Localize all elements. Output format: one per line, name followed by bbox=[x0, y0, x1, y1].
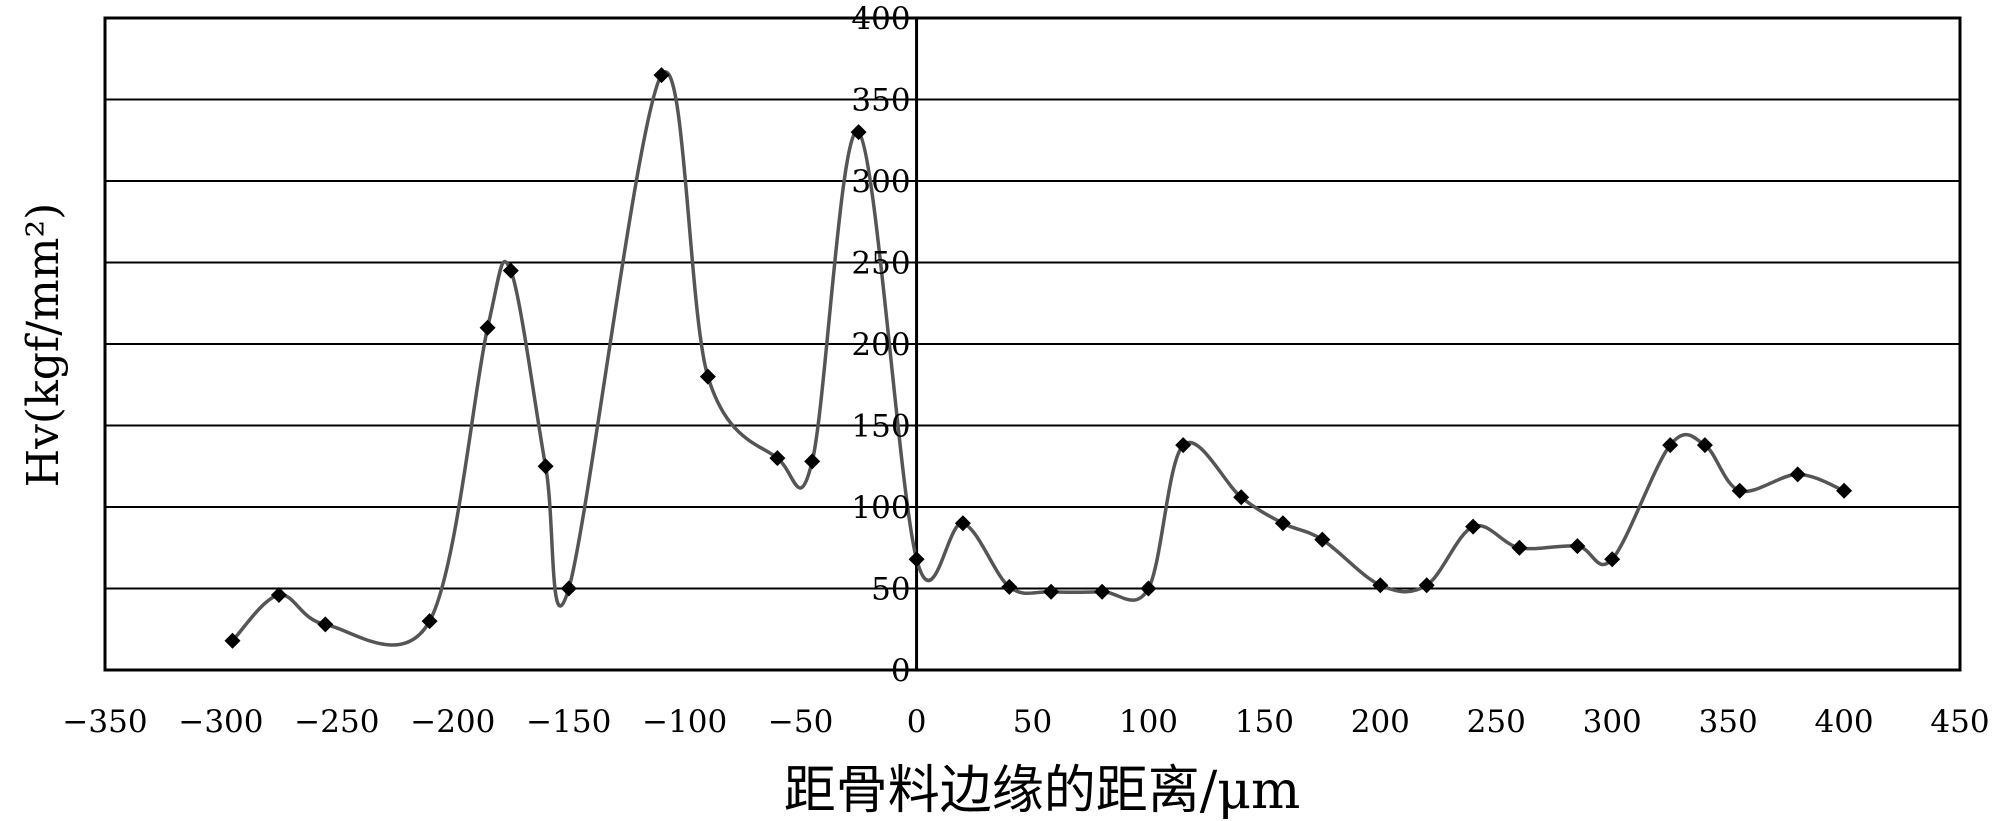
data-point-22 bbox=[1314, 531, 1331, 548]
x-tick-label-350: 350 bbox=[1699, 704, 1758, 740]
data-point-17 bbox=[1094, 583, 1111, 600]
data-point-26 bbox=[1511, 539, 1528, 556]
x-tick-label-neg50: −50 bbox=[768, 704, 833, 740]
data-point-2 bbox=[317, 616, 334, 633]
x-tick-label-neg100: −100 bbox=[642, 704, 727, 740]
data-point-8 bbox=[653, 67, 670, 84]
x-axis-title: 距骨料边缘的距离/μm bbox=[784, 761, 1301, 821]
data-point-27 bbox=[1569, 538, 1586, 555]
data-point-12 bbox=[850, 124, 867, 141]
x-tick-label-neg250: −250 bbox=[294, 704, 379, 740]
data-point-23 bbox=[1372, 577, 1389, 594]
x-tick-label-200: 200 bbox=[1351, 704, 1410, 740]
x-tick-label-neg200: −200 bbox=[410, 704, 495, 740]
x-tick-label-neg350: −350 bbox=[62, 704, 147, 740]
data-point-5 bbox=[502, 262, 519, 279]
data-point-18 bbox=[1140, 580, 1157, 597]
x-tick-labels: −350 −300 −250 −200 −150 −100 −50 0 50 100 150 200 2… bbox=[62, 704, 1989, 740]
y-tick-label-350: 350 bbox=[851, 83, 910, 119]
y-axis-title: Hv(kgf/mm²) bbox=[18, 203, 69, 488]
y-tick-label-200: 200 bbox=[851, 327, 910, 363]
x-tick-label-0: 0 bbox=[907, 704, 927, 740]
grid-lines bbox=[105, 98, 1960, 590]
y-tick-labels: 0 50 100 150 200 250 300 350 400 bbox=[851, 1, 910, 689]
data-point-11 bbox=[804, 453, 821, 470]
data-point-1 bbox=[270, 587, 287, 603]
y-tick-label-0: 0 bbox=[891, 653, 911, 689]
y-tick-label-300: 300 bbox=[851, 164, 910, 200]
data-point-21 bbox=[1274, 515, 1291, 532]
x-tick-label-50: 50 bbox=[1013, 704, 1052, 740]
x-tick-label-400: 400 bbox=[1814, 704, 1873, 740]
data-point-32 bbox=[1789, 466, 1806, 483]
x-tick-label-neg150: −150 bbox=[526, 704, 611, 740]
data-point-19 bbox=[1175, 437, 1192, 454]
y-tick-label-150: 150 bbox=[851, 409, 910, 445]
series-layer bbox=[224, 67, 1853, 649]
x-tick-label-150: 150 bbox=[1235, 704, 1294, 740]
x-tick-label-300: 300 bbox=[1583, 704, 1642, 740]
plot-area-frame bbox=[103, 16, 1962, 672]
data-point-0 bbox=[224, 632, 241, 649]
x-tick-label-neg300: −300 bbox=[178, 704, 263, 740]
data-point-6 bbox=[537, 458, 554, 475]
x-tick-label-250: 250 bbox=[1467, 704, 1526, 740]
data-point-4 bbox=[479, 319, 496, 336]
y-tick-label-250: 250 bbox=[851, 246, 910, 282]
y-tick-label-400: 400 bbox=[851, 1, 910, 37]
data-point-30 bbox=[1696, 437, 1713, 454]
data-point-3 bbox=[421, 613, 438, 630]
data-point-33 bbox=[1836, 482, 1853, 499]
data-point-7 bbox=[560, 580, 577, 597]
data-point-15 bbox=[1001, 578, 1018, 595]
data-point-28 bbox=[1604, 551, 1621, 568]
y-tick-label-100: 100 bbox=[851, 490, 910, 526]
data-point-24 bbox=[1418, 577, 1435, 594]
data-point-31 bbox=[1731, 482, 1748, 499]
data-point-20 bbox=[1233, 489, 1250, 506]
series-line-0 bbox=[231, 70, 1845, 647]
data-point-29 bbox=[1662, 437, 1679, 454]
x-tick-label-450: 450 bbox=[1930, 704, 1989, 740]
y-tick-label-50: 50 bbox=[871, 572, 910, 608]
data-point-25 bbox=[1465, 518, 1482, 535]
data-point-9 bbox=[699, 368, 716, 385]
data-point-14 bbox=[954, 515, 971, 532]
x-tick-label-100: 100 bbox=[1119, 704, 1178, 740]
data-point-13 bbox=[908, 551, 925, 568]
data-point-10 bbox=[769, 450, 786, 467]
data-point-16 bbox=[1043, 583, 1060, 600]
